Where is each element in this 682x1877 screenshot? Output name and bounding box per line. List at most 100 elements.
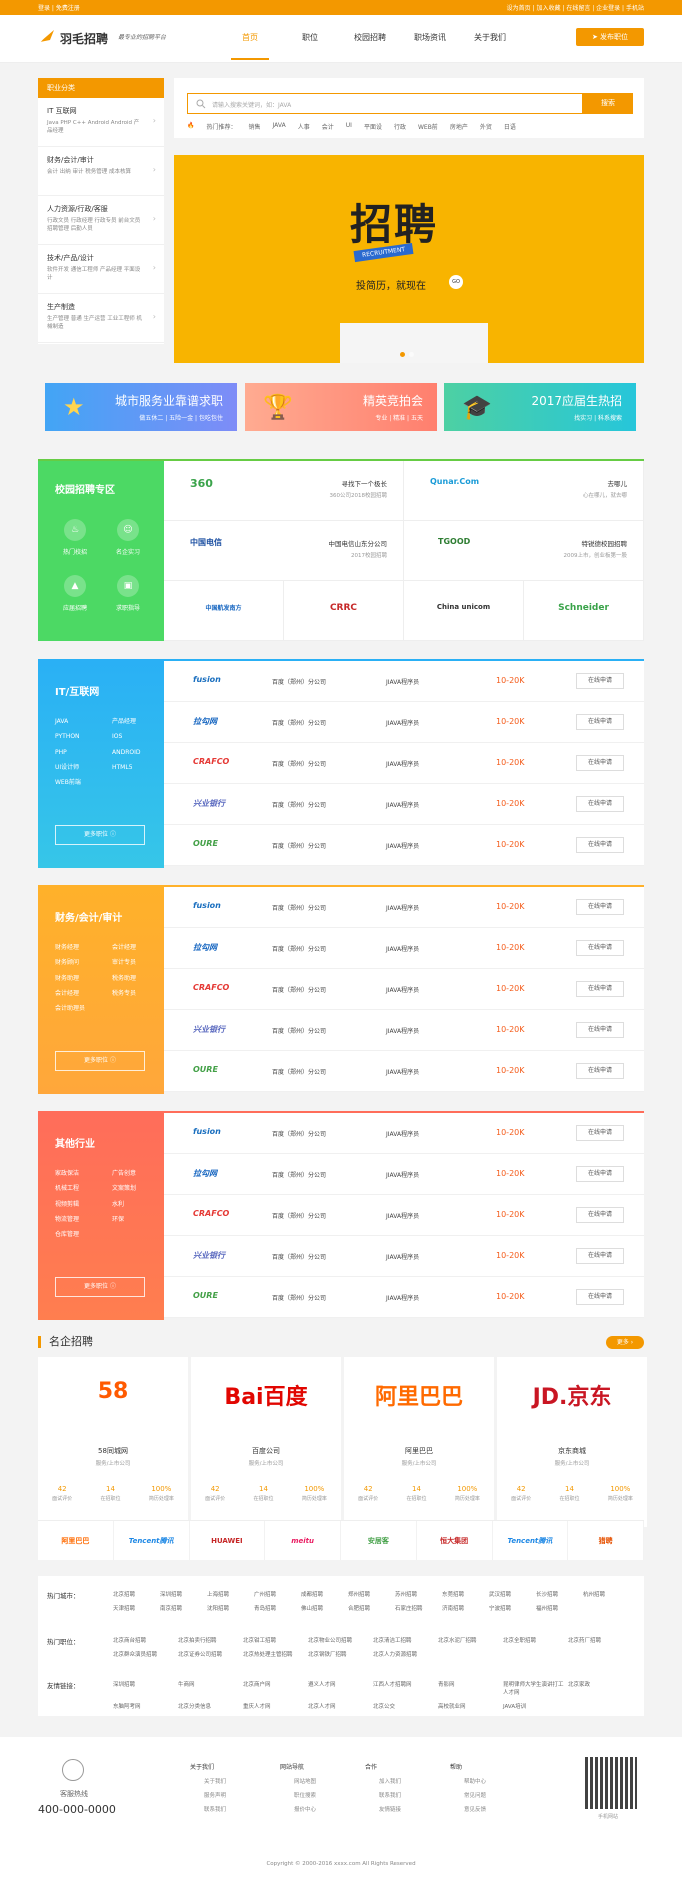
position-link[interactable]: PHP (55, 748, 67, 756)
sidebar-cat-finance[interactable]: 财务/会计/审计 会计 出纳 审计 税务管理 成本核算 › (38, 147, 164, 196)
apply-button[interactable]: 在线申请 (576, 1207, 624, 1223)
graduate-link[interactable]: ▲ 应届招聘 (50, 575, 100, 612)
footer-link[interactable]: 网站地图 (294, 1779, 317, 1785)
seo-link[interactable]: 北京药厂招聘 (568, 1638, 602, 1644)
position-link[interactable]: 会计助理员 (55, 1005, 86, 1013)
job-row[interactable]: OURE 百度（郑州）分公司 JIAVA程序员 10-20K 在线申请 (164, 1277, 644, 1318)
partner-logo[interactable]: 恒大集团 (417, 1521, 493, 1560)
nav-about[interactable]: 关于我们 (474, 33, 506, 42)
seo-link[interactable]: 青岛招聘 (254, 1606, 277, 1612)
footer-link[interactable]: 帮助中心 (464, 1779, 487, 1785)
seo-link[interactable]: 福州招聘 (536, 1606, 559, 1612)
apply-button[interactable]: 在线申请 (576, 1125, 624, 1141)
promo-city-service[interactable]: ★ 城市服务业靠谱求职 做五休二 | 五险一金 | 包吃包住 (45, 383, 237, 431)
seo-link[interactable]: 北京家政 (568, 1682, 591, 1688)
campus-company-card[interactable]: TGOOD 特锐德校园招聘 2009上市，创业板第一股 (404, 521, 644, 581)
hot-keyword[interactable]: WEB前 (417, 124, 438, 131)
campus-company-logo-cell[interactable]: Schneider (524, 581, 644, 641)
hot-keyword[interactable]: 会计 (321, 124, 334, 131)
seo-link[interactable]: 北京群众演员招聘 (113, 1652, 158, 1658)
seo-link[interactable]: 佛山招聘 (301, 1606, 324, 1612)
job-row[interactable]: fusion 百度（郑州）分公司 JIAVA程序员 10-20K 在线申请 (164, 887, 644, 928)
famous-more-button[interactable]: 更多 › (606, 1336, 644, 1349)
carousel-dot[interactable] (409, 352, 414, 357)
apply-button[interactable]: 在线申请 (576, 755, 624, 771)
job-row[interactable]: OURE 百度（郑州）分公司 JIAVA程序员 10-20K 在线申请 (164, 825, 644, 866)
footer-link[interactable]: 关于我们 (204, 1779, 227, 1785)
position-link[interactable]: 产品经理 (112, 718, 137, 725)
login-register-links[interactable]: 登录 | 免费注册 (38, 5, 80, 12)
hot-keyword[interactable]: 日语 (503, 124, 516, 131)
nav-campus[interactable]: 校园招聘 (354, 33, 386, 42)
seo-link[interactable]: 济南招聘 (442, 1606, 465, 1612)
job-row[interactable]: 拉勾网 百度（郑州）分公司 JIAVA程序员 10-20K 在线申请 (164, 702, 644, 743)
footer-link[interactable]: 联系我们 (204, 1807, 227, 1813)
seo-link[interactable]: 沈阳招聘 (207, 1606, 230, 1612)
promo-graduates[interactable]: 🎓 2017应届生热招 找实习 | 科系搜索 (444, 383, 636, 431)
seo-link[interactable]: 北京人才网 (308, 1704, 336, 1710)
job-row[interactable]: CRAFCO 百度（郑州）分公司 JIAVA程序员 10-20K 在线申请 (164, 1195, 644, 1236)
seo-link[interactable]: 天津招聘 (113, 1606, 136, 1612)
seo-link[interactable]: 武汉招聘 (489, 1592, 512, 1598)
position-link[interactable]: 物流管理 (55, 1215, 80, 1223)
seo-link[interactable]: 牛商网 (178, 1682, 195, 1688)
seo-link[interactable]: 南京招聘 (160, 1606, 183, 1612)
apply-button[interactable]: 在线申请 (576, 899, 624, 915)
apply-button[interactable]: 在线申请 (576, 796, 624, 812)
seo-link[interactable]: 北京商户网 (243, 1682, 271, 1688)
seo-link[interactable]: 北京热处理主管招聘 (243, 1652, 293, 1658)
seo-link[interactable]: 深圳招聘 (160, 1592, 183, 1598)
footer-link[interactable]: 联系我们 (379, 1793, 402, 1799)
seo-link[interactable]: 郑州招聘 (348, 1592, 371, 1598)
campus-company-card[interactable]: 360 寻找下一个极长 360公司2018校园招聘 (164, 461, 404, 521)
apply-button[interactable]: 在线申请 (576, 1289, 624, 1305)
job-row[interactable]: 拉勾网 百度（郑州）分公司 JIAVA程序员 10-20K 在线申请 (164, 1154, 644, 1195)
job-row[interactable]: fusion 百度（郑州）分公司 JIAVA程序员 10-20K 在线申请 (164, 661, 644, 702)
partner-logo[interactable]: 阿里巴巴 (38, 1521, 114, 1560)
position-link[interactable]: 审计专员 (112, 959, 137, 967)
position-link[interactable]: 广告创意 (112, 1170, 137, 1177)
seo-link[interactable]: 北京钳工招聘 (243, 1638, 277, 1644)
seo-link[interactable]: 昆明律师大学生演讲打工人才网 (503, 1682, 564, 1696)
hero-banner[interactable]: 招聘 RECRUITMENT 投简历，就现在 GO (174, 155, 644, 363)
partner-logo[interactable]: 猎聘 (568, 1521, 644, 1560)
famous-company-card[interactable]: JD.京东 京东商城 服务/上市公司 42 面试评价 14 在招职位 100% 简历处理率 (497, 1357, 647, 1527)
seo-link[interactable]: 遵义人才网 (308, 1682, 336, 1688)
seo-link[interactable]: 东莞招聘 (442, 1592, 465, 1598)
more-positions-button[interactable]: 更多职位 ⓘ (55, 1051, 145, 1071)
job-row[interactable]: 拉勾网 百度（郑州）分公司 JIAVA程序员 10-20K 在线申请 (164, 928, 644, 969)
seo-link[interactable]: 北京人力资源招聘 (373, 1652, 418, 1658)
seo-link[interactable]: 广州招聘 (254, 1592, 277, 1598)
job-row[interactable]: OURE 百度（郑州）分公司 JIAVA程序员 10-20K 在线申请 (164, 1051, 644, 1092)
position-link[interactable]: 财务助理 (55, 974, 80, 982)
seo-link[interactable]: 重庆人才网 (243, 1704, 271, 1710)
famous-company-card[interactable]: 58 58同城网 服务/上市公司 42 面试评价 14 在招职位 100% 简历处理率 (38, 1357, 188, 1527)
footer-link[interactable]: 友情链接 (379, 1807, 402, 1813)
apply-button[interactable]: 在线申请 (576, 1063, 624, 1079)
seo-link[interactable]: 北京证券公司招聘 (178, 1652, 223, 1658)
seo-link[interactable]: 成都招聘 (301, 1592, 324, 1598)
seo-link[interactable]: 长沙招聘 (536, 1592, 559, 1598)
position-link[interactable]: 家政保洁 (55, 1170, 80, 1177)
carousel-dot[interactable] (400, 352, 405, 357)
seo-link[interactable]: 东脑阿考网 (113, 1704, 141, 1710)
position-link[interactable]: IOS (112, 733, 123, 741)
position-link[interactable]: 视频剪辑 (55, 1200, 80, 1208)
job-row[interactable]: 兴业银行 百度（郑州）分公司 JIAVA程序员 10-20K 在线申请 (164, 1010, 644, 1051)
position-link[interactable]: 财务顾问 (55, 959, 80, 967)
seo-link[interactable]: 北京钢铁厂招聘 (308, 1652, 347, 1658)
position-link[interactable]: 文案策划 (112, 1185, 137, 1193)
apply-button[interactable]: 在线申请 (576, 1248, 624, 1264)
footer-link[interactable]: 加入我们 (379, 1779, 402, 1785)
position-link[interactable]: PYTHON (55, 733, 80, 741)
footer-link[interactable]: 意见反馈 (464, 1807, 487, 1813)
promo-elite-auction[interactable]: 🏆 精英竞拍会 专业 | 精准 | 五天 (245, 383, 437, 431)
job-row[interactable]: CRAFCO 百度（郑州）分公司 JIAVA程序员 10-20K 在线申请 (164, 743, 644, 784)
apply-button[interactable]: 在线申请 (576, 714, 624, 730)
internship-link[interactable]: ☺ 名企实习 (103, 519, 153, 556)
hot-keyword[interactable]: 行政 (393, 124, 406, 131)
job-row[interactable]: 兴业银行 百度（郑州）分公司 JIAVA程序员 10-20K 在线申请 (164, 784, 644, 825)
sidebar-cat-hr[interactable]: 人力资源/行政/客服 行政文员 行政经理 行政专员 前台文员 招聘管理 后勤人员 › (38, 196, 164, 245)
campus-company-card[interactable]: Qunar.Com 去哪儿 心在哪儿，就去哪 (404, 461, 644, 521)
apply-button[interactable]: 在线申请 (576, 981, 624, 997)
